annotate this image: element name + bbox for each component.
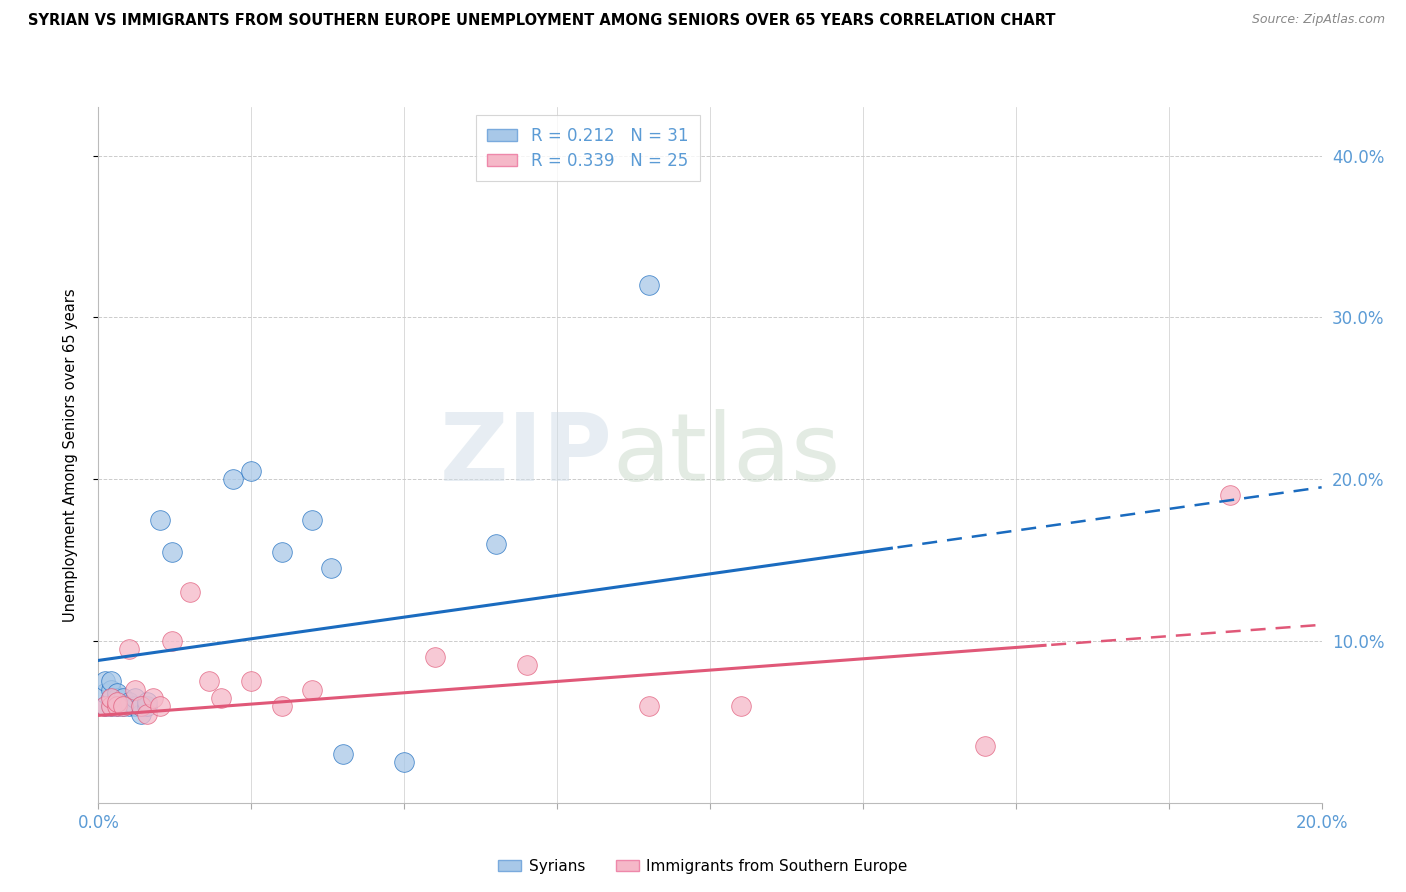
Point [111, 698, 134, 713]
Point [111, 698, 134, 713]
Point [105, 686, 128, 700]
Text: Source: ZipAtlas.com: Source: ZipAtlas.com [1251, 13, 1385, 27]
Y-axis label: Unemployment Among Seniors over 65 years: Unemployment Among Seniors over 65 years [63, 288, 77, 622]
Point [118, 698, 141, 713]
Point [222, 472, 245, 486]
Point [149, 513, 172, 527]
Point [100, 690, 122, 705]
Point [118, 696, 141, 710]
Point [301, 513, 323, 527]
Point [637, 278, 661, 293]
Text: atlas: atlas [612, 409, 841, 501]
Legend: Syrians, Immigrants from Southern Europe: Syrians, Immigrants from Southern Europe [492, 853, 914, 880]
Point [124, 682, 146, 697]
Text: SYRIAN VS IMMIGRANTS FROM SOUTHERN EUROPE UNEMPLOYMENT AMONG SENIORS OVER 65 YEA: SYRIAN VS IMMIGRANTS FROM SOUTHERN EUROP… [28, 13, 1056, 29]
Point [111, 690, 134, 705]
Legend: R = 0.212   N = 31, R = 0.339   N = 25: R = 0.212 N = 31, R = 0.339 N = 25 [475, 115, 700, 181]
Point [124, 690, 146, 705]
Point [93, 674, 115, 689]
Point [974, 739, 997, 754]
Point [160, 634, 183, 648]
Point [270, 698, 292, 713]
Point [100, 682, 122, 697]
Point [197, 674, 219, 689]
Point [423, 650, 446, 665]
Point [124, 698, 146, 713]
Point [100, 674, 122, 689]
Point [516, 658, 538, 673]
Point [129, 706, 152, 721]
Point [136, 696, 159, 710]
Point [100, 690, 122, 705]
Point [240, 674, 263, 689]
Point [136, 706, 159, 721]
Point [270, 545, 292, 559]
Point [142, 690, 165, 705]
Point [105, 696, 128, 710]
Point [118, 642, 141, 657]
Point [319, 561, 342, 575]
Point [301, 682, 323, 697]
Point [93, 698, 115, 713]
Point [392, 756, 416, 770]
Text: ZIP: ZIP [439, 409, 612, 501]
Point [160, 545, 183, 559]
Point [100, 698, 122, 713]
Point [637, 698, 661, 713]
Point [105, 698, 128, 713]
Point [730, 698, 752, 713]
Point [100, 698, 122, 713]
Point [129, 698, 152, 713]
Point [136, 698, 159, 713]
Point [105, 698, 128, 713]
Point [149, 698, 172, 713]
Point [179, 585, 201, 599]
Point [332, 747, 354, 762]
Point [240, 464, 263, 478]
Point [105, 690, 128, 705]
Point [209, 690, 232, 705]
Point [1219, 488, 1241, 502]
Point [129, 698, 152, 713]
Point [93, 686, 115, 700]
Point [485, 537, 508, 551]
Point [93, 698, 115, 713]
